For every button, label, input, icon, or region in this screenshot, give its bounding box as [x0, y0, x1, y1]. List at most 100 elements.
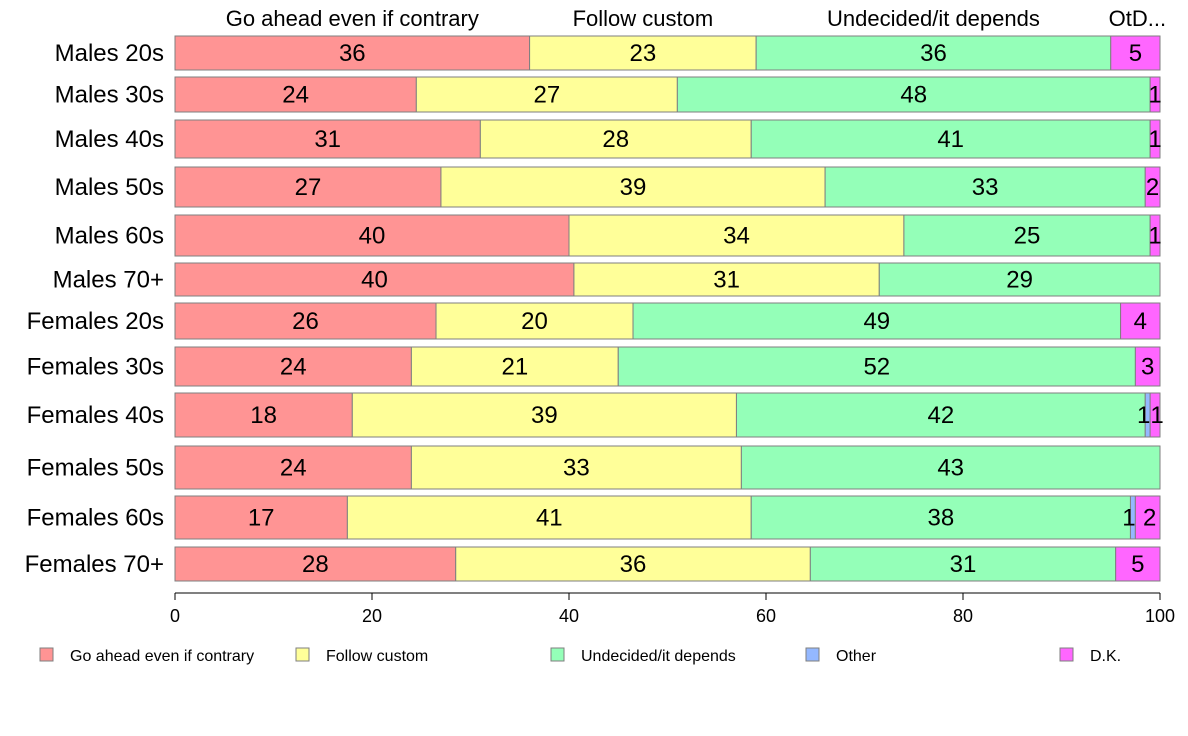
- category-label: Females 40s: [27, 402, 164, 429]
- legend-label: Follow custom: [326, 648, 428, 665]
- data-label: 40: [359, 223, 386, 250]
- bar-segment: [410, 445, 742, 490]
- data-label: 1: [1148, 82, 1161, 109]
- bar-segment: [750, 119, 1151, 159]
- bar-segment: [440, 166, 826, 208]
- legend-label: Other: [836, 648, 877, 665]
- bar-segment: [824, 166, 1146, 208]
- bar-segment: [174, 346, 412, 387]
- top-series-label: Follow custom: [573, 6, 714, 31]
- bar-segment: [435, 302, 634, 340]
- data-label: 27: [295, 174, 322, 201]
- top-series-label: OtD...: [1109, 6, 1166, 31]
- data-label: 39: [620, 174, 647, 201]
- bar-segment: [568, 214, 905, 257]
- category-label: Males 50s: [55, 174, 164, 201]
- data-label: 3: [1141, 354, 1154, 381]
- bar-segment: [174, 392, 353, 438]
- data-label: 21: [501, 354, 528, 381]
- x-tick-label: 100: [1145, 606, 1175, 626]
- data-label: 48: [900, 82, 927, 109]
- data-label: 42: [927, 402, 954, 429]
- x-tick-label: 80: [953, 606, 973, 626]
- bar-segment: [1110, 35, 1161, 71]
- bar-segment: [750, 495, 1131, 540]
- data-label: 38: [927, 505, 954, 532]
- bar-segment: [1120, 302, 1161, 340]
- bar-segment: [174, 76, 417, 113]
- legend-swatch: [805, 647, 820, 662]
- bar-segment: [1149, 214, 1161, 257]
- category-label: Males 20s: [55, 40, 164, 67]
- data-label: 5: [1129, 40, 1142, 67]
- legend-swatch: [550, 647, 565, 662]
- bar-segment: [455, 546, 811, 582]
- bar-segment: [573, 262, 880, 297]
- bar-segment: [740, 445, 1161, 490]
- bar-segment: [346, 495, 752, 540]
- data-label: 31: [950, 551, 977, 578]
- bar-segment: [174, 302, 437, 340]
- bar-segment: [410, 346, 619, 387]
- data-label: 28: [302, 551, 329, 578]
- bar-segment: [174, 445, 412, 490]
- category-label: Females 30s: [27, 354, 164, 381]
- data-label: 33: [563, 455, 590, 482]
- category-label: Females 50s: [27, 455, 164, 482]
- data-label: 41: [937, 126, 964, 153]
- legend-swatch: [295, 647, 310, 662]
- data-label: 24: [282, 82, 309, 109]
- legend-label: D.K.: [1090, 648, 1121, 665]
- bar-segment: [1134, 495, 1161, 540]
- data-label: 20: [521, 308, 548, 335]
- bar-segment: [617, 346, 1136, 387]
- data-label: 1: [1148, 223, 1161, 250]
- bar-segment: [174, 166, 442, 208]
- top-series-label: Go ahead even if contrary: [226, 6, 479, 31]
- bar-segment: [735, 392, 1146, 438]
- data-label: 1: [1150, 402, 1163, 429]
- bar-segment: [1134, 346, 1161, 387]
- data-label: 39: [531, 402, 558, 429]
- data-label: 18: [250, 402, 277, 429]
- top-series-label: Undecided/it depends: [827, 6, 1040, 31]
- bar-segment: [174, 214, 570, 257]
- data-label: 27: [533, 82, 560, 109]
- data-label: 4: [1134, 308, 1147, 335]
- bar-segment: [479, 119, 752, 159]
- bar-segment: [1149, 76, 1161, 113]
- bar-segment: [415, 76, 678, 113]
- bar-segment: [174, 546, 457, 582]
- bar-segment: [174, 119, 481, 159]
- data-label: 5: [1131, 551, 1144, 578]
- data-label: 24: [280, 455, 307, 482]
- category-label: Females 60s: [27, 505, 164, 532]
- category-label: Females 70+: [25, 551, 164, 578]
- data-label: 17: [248, 505, 275, 532]
- data-label: 2: [1143, 505, 1156, 532]
- bar-segment: [1149, 119, 1161, 159]
- bar-segment: [529, 35, 757, 71]
- bar-segment: [351, 392, 737, 438]
- bar-segment: [676, 76, 1151, 113]
- data-label: 41: [536, 505, 563, 532]
- data-label: 31: [314, 126, 341, 153]
- bar-segment: [174, 35, 531, 71]
- category-label: Males 60s: [55, 223, 164, 250]
- data-label: 52: [863, 354, 890, 381]
- data-label: 34: [723, 223, 750, 250]
- bar-segment: [174, 495, 348, 540]
- data-label: 26: [292, 308, 319, 335]
- data-label: 1: [1137, 402, 1150, 429]
- data-label: 36: [339, 40, 366, 67]
- data-label: 29: [1006, 267, 1033, 294]
- x-tick-label: 40: [559, 606, 579, 626]
- data-label: 31: [713, 267, 740, 294]
- legend-swatch: [1059, 647, 1074, 662]
- category-label: Males 70+: [53, 267, 164, 294]
- data-label: 28: [602, 126, 629, 153]
- data-label: 23: [630, 40, 657, 67]
- data-label: 40: [361, 267, 388, 294]
- category-label: Females 20s: [27, 308, 164, 335]
